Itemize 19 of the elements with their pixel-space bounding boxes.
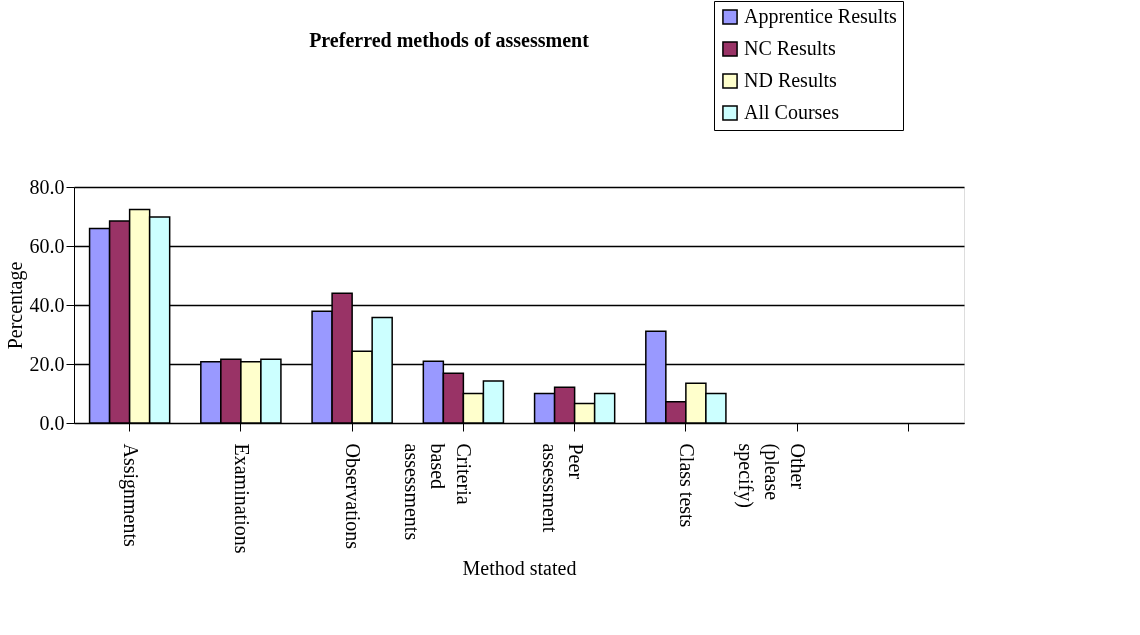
y-tick-label: 40.0 (29, 293, 65, 316)
x-tick-label: Other (please specify) (734, 443, 810, 508)
y-tick-label: 0.0 (39, 411, 65, 434)
y-axis-title: Percentage (3, 261, 27, 350)
legend-label: NC Results (744, 37, 836, 59)
legend-label: Apprentice Results (744, 5, 897, 28)
x-tick-label: Assignments (118, 443, 142, 548)
x-tick-label: Class tests (675, 443, 698, 528)
y-tick-label: 80.0 (29, 175, 65, 198)
x-tick-label: Examinations (230, 443, 253, 554)
legend-label: ND Results (744, 69, 837, 91)
x-axis-title: Method stated (462, 557, 577, 580)
y-tick-label: 60.0 (29, 234, 65, 257)
y-tick-label: 20.0 (29, 352, 65, 375)
x-tick-label: Criteria based assessments (401, 443, 476, 541)
x-tick-label: Peer assessment (538, 443, 587, 533)
chart-title: Preferred methods of assessment (309, 28, 590, 51)
legend-label: All Courses (744, 101, 840, 123)
x-tick-label: Observations (342, 443, 365, 550)
